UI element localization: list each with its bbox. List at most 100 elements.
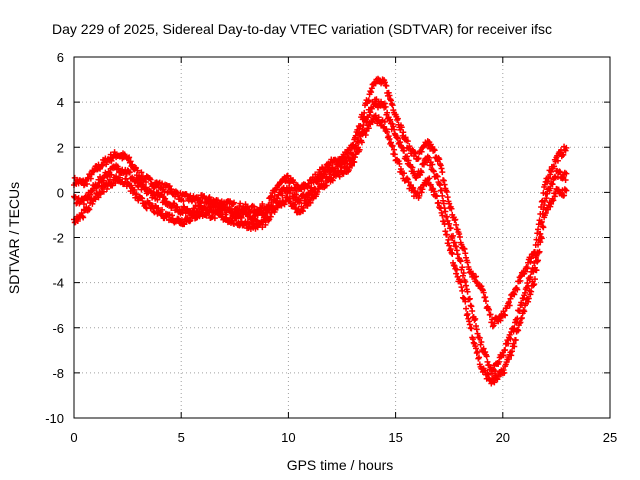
data-point bbox=[515, 327, 522, 334]
data-point bbox=[520, 295, 527, 302]
x-tick-label: 10 bbox=[281, 430, 295, 445]
data-point bbox=[537, 239, 544, 246]
data-point bbox=[159, 180, 166, 187]
data-point bbox=[299, 208, 306, 215]
data-point bbox=[166, 183, 173, 190]
data-point bbox=[533, 252, 540, 259]
data-point bbox=[435, 199, 442, 206]
data-point bbox=[524, 280, 531, 287]
data-point bbox=[361, 109, 368, 116]
data-point bbox=[375, 114, 382, 121]
data-point bbox=[391, 151, 398, 158]
data-point bbox=[131, 186, 138, 193]
data-point bbox=[397, 165, 404, 172]
chart-title: Day 229 of 2025, Sidereal Day-to-day VTE… bbox=[52, 21, 552, 37]
data-point bbox=[97, 190, 104, 197]
data-point bbox=[180, 198, 187, 205]
data-point bbox=[142, 204, 149, 211]
data-point bbox=[388, 139, 395, 146]
data-point bbox=[445, 236, 452, 243]
data-point bbox=[219, 211, 226, 218]
data-point bbox=[365, 97, 372, 104]
data-point bbox=[502, 312, 509, 319]
data-points bbox=[71, 75, 570, 387]
data-point bbox=[238, 214, 245, 221]
data-point bbox=[491, 320, 498, 327]
data-point bbox=[443, 189, 450, 196]
data-point bbox=[522, 268, 529, 275]
data-point bbox=[368, 85, 375, 92]
data-point bbox=[369, 119, 376, 126]
data-point bbox=[108, 157, 115, 164]
data-point bbox=[514, 326, 521, 333]
data-point bbox=[474, 348, 481, 355]
data-point bbox=[80, 200, 87, 207]
data-point bbox=[388, 97, 395, 104]
data-point bbox=[436, 180, 443, 187]
data-point bbox=[384, 128, 391, 135]
data-point bbox=[198, 200, 205, 207]
data-point bbox=[459, 264, 466, 271]
data-point bbox=[510, 340, 517, 347]
data-point bbox=[367, 109, 374, 116]
data-point bbox=[426, 175, 433, 182]
data-point bbox=[146, 200, 153, 207]
data-point bbox=[516, 320, 523, 327]
data-point bbox=[391, 126, 398, 133]
data-point bbox=[464, 288, 471, 295]
data-point bbox=[404, 175, 411, 182]
data-point bbox=[129, 190, 136, 197]
data-point bbox=[538, 235, 545, 242]
data-point bbox=[381, 100, 388, 107]
data-point bbox=[314, 188, 321, 195]
data-point bbox=[279, 192, 286, 199]
data-point bbox=[284, 172, 291, 179]
data-point bbox=[88, 171, 95, 178]
data-point bbox=[514, 286, 521, 293]
data-point bbox=[560, 151, 567, 158]
data-point bbox=[397, 139, 404, 146]
data-point bbox=[517, 319, 524, 326]
data-point bbox=[448, 205, 455, 212]
data-point bbox=[511, 291, 518, 298]
axis-ticks bbox=[73, 56, 611, 419]
data-point bbox=[475, 355, 482, 362]
data-point bbox=[551, 193, 558, 200]
data-point bbox=[462, 250, 469, 257]
data-point bbox=[500, 367, 507, 374]
data-point bbox=[286, 195, 293, 202]
data-point bbox=[443, 213, 450, 220]
data-point bbox=[473, 345, 479, 352]
data-point bbox=[500, 308, 507, 315]
data-point bbox=[398, 143, 405, 150]
data-point bbox=[478, 338, 485, 345]
data-point bbox=[268, 209, 275, 216]
data-point bbox=[456, 257, 463, 264]
data-point bbox=[205, 200, 212, 207]
data-point bbox=[437, 204, 444, 211]
data-point bbox=[563, 187, 570, 194]
data-point bbox=[456, 231, 463, 238]
data-point bbox=[356, 146, 363, 153]
data-point bbox=[466, 295, 473, 302]
series-1 bbox=[71, 75, 570, 330]
data-point bbox=[237, 200, 244, 207]
data-point bbox=[484, 358, 491, 365]
data-point bbox=[307, 199, 314, 206]
data-point bbox=[418, 189, 425, 196]
data-point bbox=[531, 276, 538, 283]
data-point bbox=[175, 215, 182, 222]
data-point bbox=[191, 211, 198, 218]
data-point bbox=[200, 207, 207, 214]
data-point bbox=[439, 169, 446, 176]
data-point bbox=[382, 103, 389, 110]
data-point bbox=[418, 169, 425, 176]
data-point bbox=[412, 150, 419, 157]
data-point bbox=[394, 135, 401, 142]
data-point bbox=[500, 352, 507, 359]
data-point bbox=[387, 96, 394, 103]
data-point bbox=[474, 330, 481, 337]
data-point bbox=[544, 190, 551, 197]
data-point bbox=[74, 217, 81, 224]
data-point bbox=[540, 224, 547, 231]
